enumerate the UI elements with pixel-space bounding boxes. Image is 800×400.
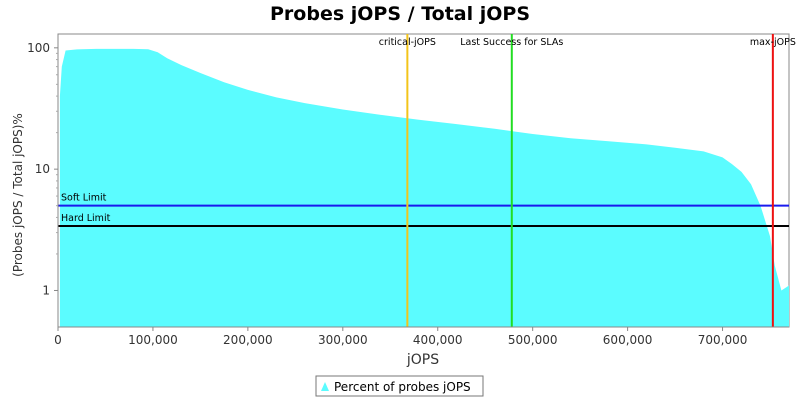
legend-entry: Percent of probes jOPS <box>334 380 471 394</box>
marker-label-1: Last Success for SLAs <box>460 37 563 48</box>
legend: Percent of probes jOPS <box>315 375 484 397</box>
x-tick-label: 100,000 <box>128 333 178 347</box>
y-tick-label: 100 <box>27 41 50 55</box>
y-tick-label: 10 <box>35 162 50 176</box>
x-tick-label: 700,000 <box>698 333 748 347</box>
threshold-label-1: Hard Limit <box>61 213 111 224</box>
x-axis: 0 100,000 200,000 300,000 400,000 500,000 600,… <box>54 326 789 347</box>
x-tick-label: 400,000 <box>413 333 463 347</box>
threshold-label-0: Soft Limit <box>61 193 107 204</box>
x-tick-label: 500,000 <box>508 333 558 347</box>
x-tick-label: 0 <box>54 333 62 347</box>
y-tick-label: 1 <box>42 283 50 297</box>
marker-label-0: critical-jOPS <box>379 37 436 48</box>
y-axis: 1 10 100 <box>27 34 59 327</box>
threshold-layer: Soft Limit Hard Limit <box>58 193 789 227</box>
legend-box <box>315 375 484 397</box>
y-axis-label: (Probes jOPS / Total jOPS)% <box>11 113 25 277</box>
area-layer <box>59 48 789 328</box>
x-tick-label: 300,000 <box>318 333 368 347</box>
series-area-0 <box>59 48 789 328</box>
chart-title: Probes jOPS / Total jOPS <box>270 3 530 25</box>
marker-layer: critical-jOPS Last Success for SLAs max-jO… <box>379 34 796 327</box>
legend-swatch <box>321 382 329 391</box>
marker-label-2: max-jOPS <box>750 37 796 48</box>
x-axis-label: jOPS <box>406 352 439 368</box>
x-tick-label: 600,000 <box>603 333 653 347</box>
x-tick-label: 200,000 <box>223 333 273 347</box>
